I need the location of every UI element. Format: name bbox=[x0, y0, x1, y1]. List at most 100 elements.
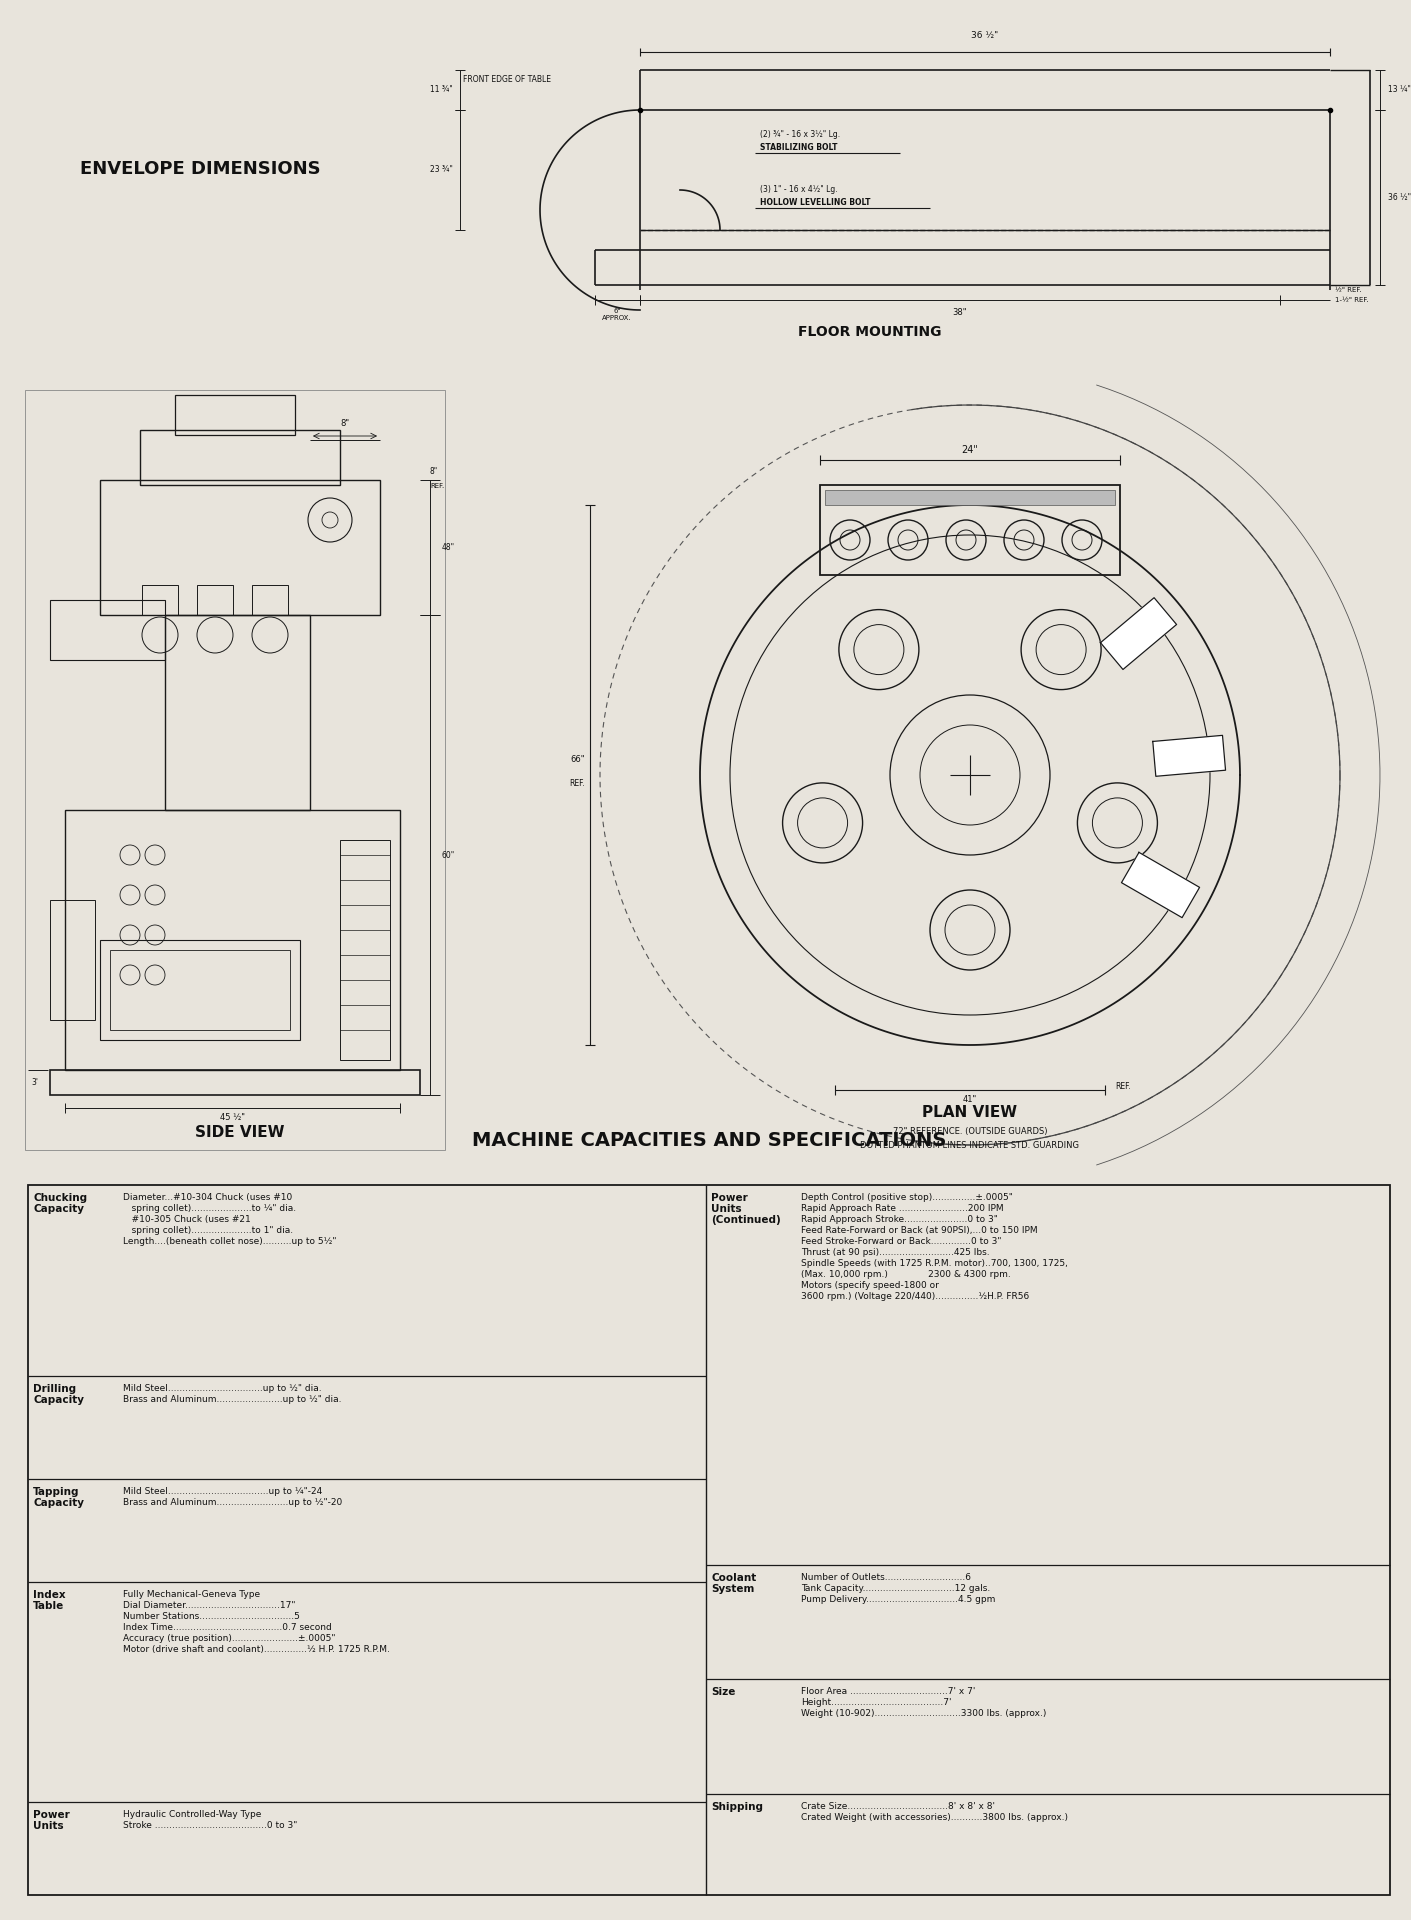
Text: FLOOR MOUNTING: FLOOR MOUNTING bbox=[799, 324, 941, 340]
Text: Rapid Approach Rate ........................200 IPM: Rapid Approach Rate ....................… bbox=[801, 1204, 1003, 1213]
Text: MACHINE CAPACITIES AND SPECIFICATIONS: MACHINE CAPACITIES AND SPECIFICATIONS bbox=[471, 1131, 947, 1150]
Bar bbox=[100, 941, 301, 1041]
Text: Table: Table bbox=[32, 1601, 65, 1611]
Text: Height.......................................7': Height..................................… bbox=[801, 1699, 951, 1707]
Text: Crated Weight (with accessories)...........3800 lbs. (approx.): Crated Weight (with accessories)........… bbox=[801, 1812, 1068, 1822]
Text: REF.: REF. bbox=[430, 476, 444, 490]
Text: Capacity: Capacity bbox=[32, 1204, 85, 1213]
Text: 41": 41" bbox=[962, 1094, 978, 1104]
Text: Brass and Aluminum.........................up to ½"-20: Brass and Aluminum......................… bbox=[123, 1498, 343, 1507]
Bar bbox=[49, 1069, 420, 1094]
Text: spring collet).....................to ¼" dia.: spring collet).....................to ¼"… bbox=[123, 1204, 296, 1213]
Text: Depth Control (positive stop)...............±.0005": Depth Control (positive stop)...........… bbox=[801, 1192, 1013, 1202]
Text: 72" REFERENCE. (OUTSIDE GUARDS): 72" REFERENCE. (OUTSIDE GUARDS) bbox=[893, 1127, 1047, 1137]
Text: 6"
APPROX.: 6" APPROX. bbox=[602, 307, 632, 321]
Bar bbox=[175, 396, 295, 436]
Polygon shape bbox=[1101, 597, 1177, 670]
Text: Index Time......................................0.7 second: Index Time..............................… bbox=[123, 1622, 332, 1632]
Text: (2) ¾" - 16 x 3½" Lg.: (2) ¾" - 16 x 3½" Lg. bbox=[761, 131, 840, 138]
Text: #10-305 Chuck (uses #21: #10-305 Chuck (uses #21 bbox=[123, 1215, 251, 1225]
Bar bbox=[49, 599, 165, 660]
Bar bbox=[65, 810, 399, 1069]
Text: 66": 66" bbox=[570, 755, 586, 764]
Text: Power: Power bbox=[32, 1811, 69, 1820]
Polygon shape bbox=[1153, 735, 1226, 776]
Text: (3) 1" - 16 x 4½" Lg.: (3) 1" - 16 x 4½" Lg. bbox=[761, 184, 838, 194]
Bar bbox=[140, 430, 340, 486]
Text: Size: Size bbox=[711, 1688, 735, 1697]
Bar bbox=[28, 1185, 1390, 1895]
Text: 45 ½": 45 ½" bbox=[220, 1114, 244, 1121]
Text: Length....(beneath collet nose)..........up to 5½": Length....(beneath collet nose).........… bbox=[123, 1236, 336, 1246]
Text: STABILIZING BOLT: STABILIZING BOLT bbox=[761, 142, 838, 152]
Text: REF.: REF. bbox=[1115, 1083, 1130, 1091]
Text: Shipping: Shipping bbox=[711, 1801, 763, 1812]
Text: Capacity: Capacity bbox=[32, 1396, 85, 1405]
Text: Number of Outlets............................6: Number of Outlets.......................… bbox=[801, 1572, 971, 1582]
Bar bbox=[25, 390, 444, 1150]
Text: Drilling: Drilling bbox=[32, 1384, 76, 1394]
Text: Fully Mechanical-Geneva Type: Fully Mechanical-Geneva Type bbox=[123, 1590, 260, 1599]
Text: Units: Units bbox=[711, 1204, 742, 1213]
Text: 1-½" REF.: 1-½" REF. bbox=[1335, 298, 1369, 303]
Text: 48": 48" bbox=[442, 543, 456, 553]
Text: Hydraulic Controlled-Way Type: Hydraulic Controlled-Way Type bbox=[123, 1811, 261, 1818]
Text: Capacity: Capacity bbox=[32, 1498, 85, 1507]
Text: FRONT EDGE OF TABLE: FRONT EDGE OF TABLE bbox=[463, 75, 552, 84]
Bar bbox=[340, 841, 389, 1060]
Text: REF.: REF. bbox=[570, 778, 586, 787]
Text: Mild Steel...................................up to ¼"-24: Mild Steel..............................… bbox=[123, 1486, 322, 1496]
Text: DOTTED PHANTOM LINES INDICATE STD. GUARDING: DOTTED PHANTOM LINES INDICATE STD. GUARD… bbox=[861, 1140, 1079, 1150]
Bar bbox=[825, 490, 1115, 505]
Bar bbox=[820, 486, 1120, 574]
Text: 8": 8" bbox=[430, 467, 439, 476]
Text: (Max. 10,000 rpm.)              2300 & 4300 rpm.: (Max. 10,000 rpm.) 2300 & 4300 rpm. bbox=[801, 1269, 1010, 1279]
Text: 38": 38" bbox=[952, 307, 968, 317]
Bar bbox=[165, 614, 310, 810]
Text: Floor Area ..................................7' x 7': Floor Area .............................… bbox=[801, 1688, 975, 1697]
Polygon shape bbox=[1122, 852, 1199, 918]
Text: 23 ¾": 23 ¾" bbox=[430, 165, 453, 175]
Text: Power: Power bbox=[711, 1192, 748, 1204]
Text: spring collet).....................to 1" dia.: spring collet).....................to 1"… bbox=[123, 1227, 293, 1235]
Text: Motors (specify speed-1800 or: Motors (specify speed-1800 or bbox=[801, 1281, 938, 1290]
Text: Motor (drive shaft and coolant)...............½ H.P. 1725 R.P.M.: Motor (drive shaft and coolant).........… bbox=[123, 1645, 389, 1653]
Text: Accuracy (true position).......................±.0005": Accuracy (true position)................… bbox=[123, 1634, 336, 1644]
Bar bbox=[253, 586, 288, 614]
Text: Brass and Aluminum.......................up to ½" dia.: Brass and Aluminum......................… bbox=[123, 1396, 341, 1404]
Text: SIDE VIEW: SIDE VIEW bbox=[195, 1125, 285, 1140]
Text: ½" REF.: ½" REF. bbox=[1335, 286, 1362, 294]
Text: Spindle Speeds (with 1725 R.P.M. motor)..700, 1300, 1725,: Spindle Speeds (with 1725 R.P.M. motor).… bbox=[801, 1260, 1068, 1267]
Bar bbox=[110, 950, 291, 1029]
Text: Crate Size...................................8' x 8' x 8': Crate Size..............................… bbox=[801, 1801, 995, 1811]
Text: Thrust (at 90 psi)..........................425 lbs.: Thrust (at 90 psi)......................… bbox=[801, 1248, 989, 1258]
Text: Weight (10-902)..............................3300 lbs. (approx.): Weight (10-902).........................… bbox=[801, 1709, 1047, 1718]
Text: (Continued): (Continued) bbox=[711, 1215, 780, 1225]
Text: Feed Rate-Forward or Back (at 90PSI),...0 to 150 IPM: Feed Rate-Forward or Back (at 90PSI),...… bbox=[801, 1227, 1037, 1235]
Text: HOLLOW LEVELLING BOLT: HOLLOW LEVELLING BOLT bbox=[761, 198, 871, 207]
Text: Feed Stroke-Forward or Back..............0 to 3": Feed Stroke-Forward or Back.............… bbox=[801, 1236, 1002, 1246]
Text: System: System bbox=[711, 1584, 755, 1594]
Text: Stroke .......................................0 to 3": Stroke .................................… bbox=[123, 1820, 298, 1830]
Text: 13 ¼": 13 ¼" bbox=[1388, 86, 1411, 94]
Text: Number Stations.................................5: Number Stations.........................… bbox=[123, 1611, 301, 1620]
Bar bbox=[100, 480, 380, 614]
Text: 36 ½": 36 ½" bbox=[1388, 192, 1411, 202]
Text: Index: Index bbox=[32, 1590, 66, 1599]
Text: Coolant: Coolant bbox=[711, 1572, 756, 1584]
Text: Mild Steel.................................up to ½" dia.: Mild Steel..............................… bbox=[123, 1384, 322, 1394]
Text: Pump Delivery................................4.5 gpm: Pump Delivery...........................… bbox=[801, 1596, 995, 1605]
Text: 3600 rpm.) (Voltage 220/440)...............½H.P. FR56: 3600 rpm.) (Voltage 220/440)............… bbox=[801, 1292, 1029, 1302]
Text: Tank Capacity................................12 gals.: Tank Capacity...........................… bbox=[801, 1584, 991, 1594]
Text: 36 ½": 36 ½" bbox=[971, 31, 999, 40]
Text: Rapid Approach Stroke......................0 to 3": Rapid Approach Stroke...................… bbox=[801, 1215, 998, 1225]
Text: Tapping: Tapping bbox=[32, 1486, 79, 1498]
Bar bbox=[143, 586, 178, 614]
Text: Dial Diameter.................................17": Dial Diameter...........................… bbox=[123, 1601, 295, 1609]
Bar bbox=[49, 900, 95, 1020]
Text: PLAN VIEW: PLAN VIEW bbox=[923, 1106, 1017, 1119]
Text: Diameter...#10-304 Chuck (uses #10: Diameter...#10-304 Chuck (uses #10 bbox=[123, 1192, 292, 1202]
Text: 11 ¾": 11 ¾" bbox=[430, 86, 453, 94]
Text: 24": 24" bbox=[961, 445, 978, 455]
Text: Units: Units bbox=[32, 1820, 63, 1832]
